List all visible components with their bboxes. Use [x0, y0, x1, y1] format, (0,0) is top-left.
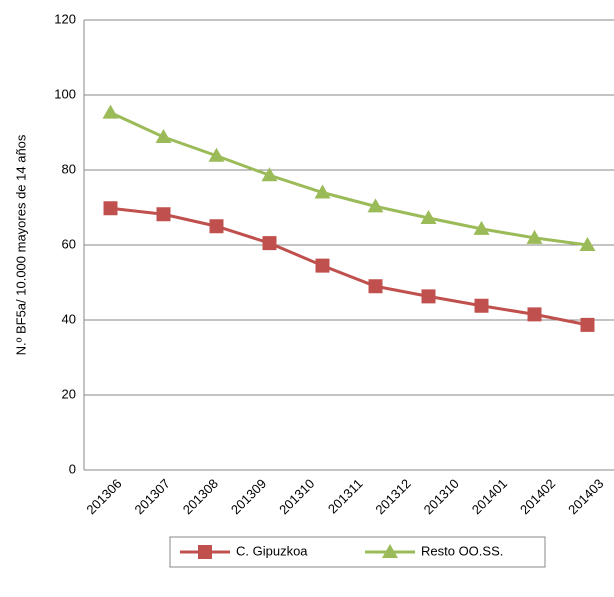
x-tick-label: 201401: [469, 476, 510, 517]
marker: [209, 219, 224, 234]
marker: [421, 289, 436, 304]
y-tick-label: 100: [54, 86, 76, 101]
y-tick-label: 40: [62, 311, 76, 326]
x-tick-label: 201403: [565, 476, 606, 517]
marker: [262, 236, 277, 251]
marker: [314, 184, 331, 199]
x-tick-label: 201306: [83, 476, 124, 517]
x-tick-label: 201309: [228, 476, 269, 517]
x-tick-label: 201311: [325, 476, 366, 517]
series-line: [110, 206, 588, 327]
marker: [420, 210, 437, 224]
x-tick-label: 201312: [372, 476, 413, 517]
marker: [367, 198, 384, 213]
marker: [580, 317, 595, 332]
marker: [102, 104, 119, 119]
marker: [579, 237, 596, 251]
x-tick-label: 201310: [276, 476, 317, 517]
marker: [473, 220, 490, 235]
marker: [261, 167, 278, 182]
marker: [368, 279, 383, 294]
legend-label: C. Gipuzkoa: [236, 543, 308, 558]
legend-label: Resto OO.SS.: [421, 543, 503, 558]
x-tick-label: 201308: [180, 476, 221, 517]
marker: [208, 147, 225, 162]
y-tick-label: 120: [54, 11, 76, 26]
y-tick-label: 0: [69, 461, 76, 476]
legend-box: [169, 536, 546, 568]
y-axis-label: N.º BF5a/ 10.000 mayores de 14 años: [13, 134, 28, 355]
marker: [155, 129, 172, 143]
series-line: [109, 111, 588, 247]
marker: [474, 298, 489, 313]
y-tick-label: 20: [62, 386, 76, 401]
marker: [156, 207, 171, 222]
legend-marker: [382, 544, 398, 558]
x-tick-label: 201307: [132, 476, 173, 517]
legend-marker: [198, 545, 212, 559]
marker: [315, 258, 330, 273]
marker: [527, 307, 542, 322]
marker: [526, 229, 543, 244]
y-tick-label: 60: [62, 236, 76, 251]
x-tick-label: 201310: [421, 476, 462, 517]
marker: [103, 201, 118, 216]
x-tick-label: 201402: [517, 476, 558, 517]
y-tick-label: 80: [62, 161, 76, 176]
